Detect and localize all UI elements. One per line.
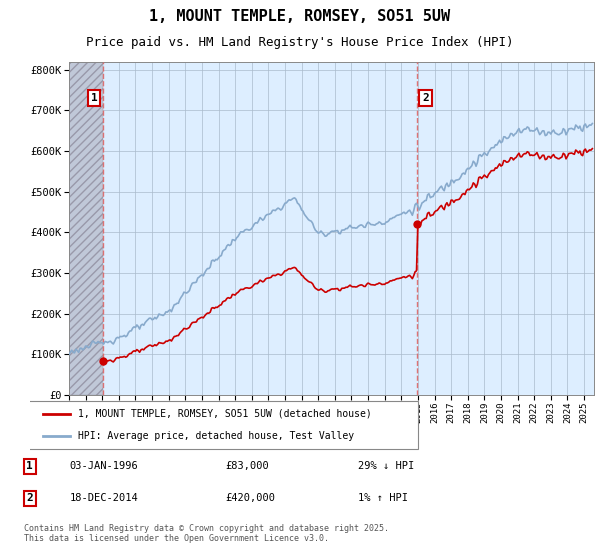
Text: £83,000: £83,000 (225, 461, 269, 471)
Text: 1, MOUNT TEMPLE, ROMSEY, SO51 5UW: 1, MOUNT TEMPLE, ROMSEY, SO51 5UW (149, 9, 451, 24)
FancyBboxPatch shape (28, 401, 418, 449)
Text: Price paid vs. HM Land Registry's House Price Index (HPI): Price paid vs. HM Land Registry's House … (86, 36, 514, 49)
Text: 2: 2 (26, 493, 33, 503)
Text: Contains HM Land Registry data © Crown copyright and database right 2025.
This d: Contains HM Land Registry data © Crown c… (23, 524, 389, 543)
Text: 1: 1 (91, 93, 98, 103)
Bar (69, 62, 103, 395)
Text: 2: 2 (422, 93, 429, 103)
Text: 03-JAN-1996: 03-JAN-1996 (70, 461, 139, 471)
Text: 1: 1 (26, 461, 33, 471)
Text: 29% ↓ HPI: 29% ↓ HPI (358, 461, 414, 471)
Text: HPI: Average price, detached house, Test Valley: HPI: Average price, detached house, Test… (77, 431, 353, 441)
Text: £420,000: £420,000 (225, 493, 275, 503)
Text: 1, MOUNT TEMPLE, ROMSEY, SO51 5UW (detached house): 1, MOUNT TEMPLE, ROMSEY, SO51 5UW (detac… (77, 409, 371, 419)
Text: 18-DEC-2014: 18-DEC-2014 (70, 493, 139, 503)
Text: 1% ↑ HPI: 1% ↑ HPI (358, 493, 407, 503)
